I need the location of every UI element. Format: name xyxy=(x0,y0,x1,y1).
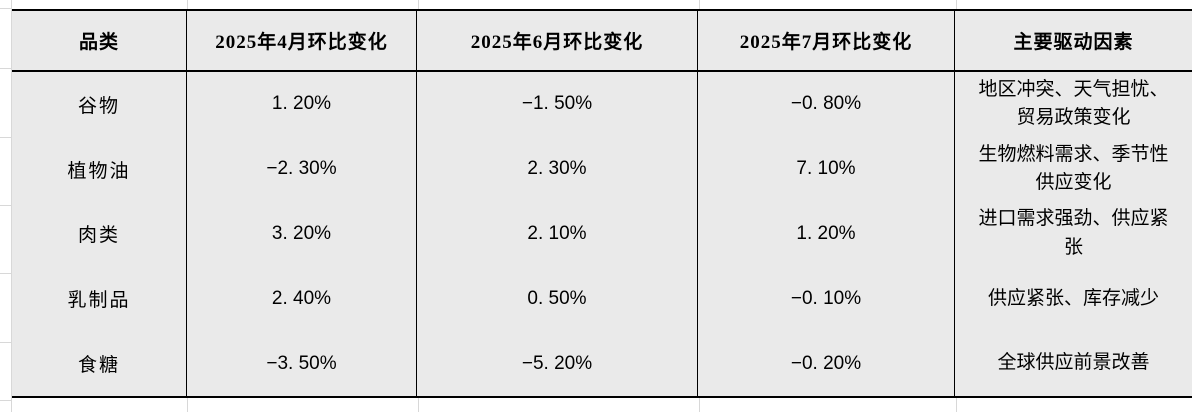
sheet-gridline xyxy=(11,0,12,412)
sheet-gridline xyxy=(187,398,188,412)
row-grains-april: 1. 20% xyxy=(187,72,417,137)
row-vegetable-oil-category: 植物油 xyxy=(12,136,187,202)
row-sugar-june: −5. 20% xyxy=(417,331,698,396)
row-sugar-category: 食糖 xyxy=(12,331,187,396)
row-grains-june: −1. 50% xyxy=(417,72,698,137)
row-meat-july: 1. 20% xyxy=(698,201,955,267)
sheet-gridline xyxy=(0,68,11,69)
sheet-gridline xyxy=(418,0,419,9)
sheet-gridline xyxy=(0,273,11,274)
row-meat-april: 3. 20% xyxy=(187,201,417,267)
row-dairy-july: −0. 10% xyxy=(698,266,955,332)
column-header-drivers: 主要驱动因素 xyxy=(955,11,1192,72)
row-sugar-april: −3. 50% xyxy=(187,331,417,396)
row-grains-drivers: 地区冲突、天气担忧、贸易政策变化 xyxy=(978,78,1169,129)
row-dairy-april: 2. 40% xyxy=(187,266,417,332)
row-meat-drivers: 进口需求强劲、供应紧张 xyxy=(978,208,1169,258)
food-price-change-table: 品类 2025年4月环比变化 2025年6月环比变化 2025年7月环比变化 主… xyxy=(12,9,1192,398)
sheet-gridline xyxy=(187,0,188,9)
row-grains-july: −0. 80% xyxy=(698,72,955,137)
row-meat-june: 2. 10% xyxy=(417,201,698,267)
row-sugar-drivers: 全球供应前景改善 xyxy=(997,352,1150,374)
row-dairy-june: 0. 50% xyxy=(417,266,698,332)
row-sugar-july: −0. 20% xyxy=(698,331,955,396)
row-grains-category: 谷物 xyxy=(12,72,187,137)
sheet-gridline xyxy=(0,400,11,401)
column-header-july: 2025年7月环比变化 xyxy=(698,11,955,72)
sheet-gridline xyxy=(699,0,700,9)
column-header-april: 2025年4月环比变化 xyxy=(187,11,417,72)
sheet-gridline xyxy=(0,342,11,343)
row-vegetable-oil-drivers: 生物燃料需求、季节性供应变化 xyxy=(978,143,1169,194)
row-vegetable-oil-july: 7. 10% xyxy=(698,136,955,202)
sheet-gridline xyxy=(699,398,700,412)
row-dairy-category: 乳制品 xyxy=(12,266,187,332)
sheet-gridline xyxy=(0,205,11,206)
sheet-gridline xyxy=(956,0,957,9)
column-header-june: 2025年6月环比变化 xyxy=(417,11,698,72)
row-dairy-drivers: 供应紧张、库存减少 xyxy=(987,287,1159,309)
sheet-gridline xyxy=(0,8,11,9)
sheet-gridline xyxy=(418,398,419,412)
row-meat-category: 肉类 xyxy=(12,201,187,267)
sheet-gridline xyxy=(956,398,957,412)
column-header-category: 品类 xyxy=(12,11,187,72)
row-vegetable-oil-april: −2. 30% xyxy=(187,136,417,202)
row-vegetable-oil-june: 2. 30% xyxy=(417,136,698,202)
sheet-gridline xyxy=(0,137,11,138)
